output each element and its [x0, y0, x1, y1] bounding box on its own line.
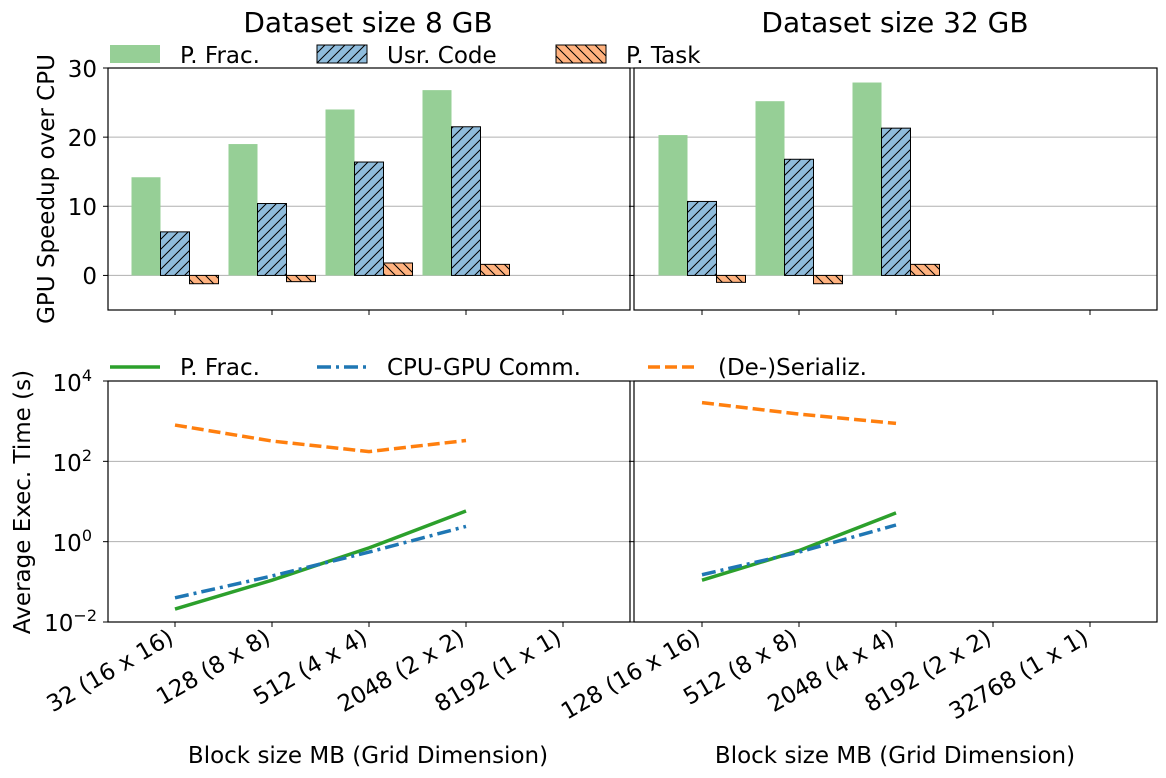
ylabel-top: GPU Speedup over CPU	[34, 54, 60, 324]
bar-usr-code	[687, 200, 717, 276]
bar-usr-code	[354, 161, 384, 276]
ytick-label: 20	[68, 126, 97, 152]
ytick-label: 10	[68, 195, 97, 221]
axes-frame	[107, 380, 631, 623]
ytick-label: 104	[53, 366, 92, 397]
bar-p-task	[716, 274, 746, 283]
bar-p-frac	[325, 109, 355, 276]
bar-p-frac	[131, 177, 161, 276]
bar-p-task	[189, 274, 219, 285]
title-left: Dataset size 8 GB	[243, 6, 492, 39]
bar-p-frac	[658, 135, 688, 276]
xtick-label: 32 (16 x 16)	[43, 625, 178, 718]
bar-usr-code	[784, 158, 814, 276]
bar-usr-code	[451, 126, 481, 276]
ytick-exp: 0	[82, 526, 92, 545]
ytick-exp: 2	[82, 446, 92, 465]
legend-line-label-serial: (De-)Serializ.	[718, 355, 867, 381]
axes-frame	[633, 380, 1158, 623]
bar-p-task	[910, 263, 940, 276]
line-cpu-gpu-comm	[701, 523, 897, 577]
legend-swatch-pfrac	[110, 45, 160, 63]
bar-p-frac	[422, 90, 452, 276]
ytick-label: 10−2	[44, 606, 97, 637]
ytick-base: 10	[53, 371, 82, 397]
legend-swatch-ptask	[555, 44, 607, 64]
bar-p-frac	[755, 101, 785, 276]
ylabel-bottom: Average Exec. Time (s)	[10, 370, 36, 634]
xlabel-left: Block size MB (Grid Dimension)	[188, 743, 548, 769]
panel-time-8gb	[103, 380, 631, 627]
ytick-labels-bottom: 10−2 100 102 104	[44, 366, 97, 637]
ytick-base: 10	[44, 611, 73, 637]
axes-frame	[633, 67, 1158, 311]
panel-speedup-8gb	[103, 67, 631, 315]
ytick-label: 30	[68, 57, 97, 83]
line-cpu-gpu-comm	[174, 524, 467, 600]
bottom-legend: P. Frac. CPU-GPU Comm. (De-)Serializ.	[110, 355, 867, 381]
panel-speedup-32gb	[629, 67, 1158, 315]
legend-label-ptask: P. Task	[626, 43, 701, 69]
line-de-serializ	[174, 423, 467, 454]
ytick-labels-top: 0 10 20 30	[68, 57, 97, 290]
bar-usr-code	[160, 231, 190, 276]
bar-p-frac	[228, 144, 258, 276]
ytick-label: 100	[53, 526, 92, 557]
bar-usr-code	[257, 203, 287, 276]
bar-p-task	[286, 274, 316, 283]
legend-label-pfrac: P. Frac.	[180, 43, 260, 69]
bar-p-task	[383, 262, 413, 276]
ytick-label: 0	[82, 264, 97, 290]
title-right: Dataset size 32 GB	[761, 6, 1028, 39]
legend-line-label-comm: CPU-GPU Comm.	[387, 355, 581, 381]
legend-swatch-usrcode	[316, 44, 368, 64]
ytick-exp: 4	[82, 366, 92, 385]
xlabel-right: Block size MB (Grid Dimension)	[715, 743, 1075, 769]
ytick-label: 102	[53, 446, 92, 477]
bar-p-task	[480, 263, 510, 276]
legend-label-usrcode: Usr. Code	[387, 43, 497, 69]
panel-time-32gb	[629, 380, 1158, 627]
ytick-base: 10	[53, 531, 82, 557]
line-p-frac	[701, 511, 897, 582]
top-legend: P. Frac. Usr. Code P. Task	[110, 43, 701, 69]
xtick-labels-left: 32 (16 x 16) 128 (8 x 8) 512 (4 x 4) 204…	[43, 625, 566, 718]
xtick-label: 128 (16 x 16)	[557, 625, 705, 725]
legend-line-label-pfrac: P. Frac.	[180, 355, 260, 381]
bar-p-frac	[852, 82, 882, 276]
xtick-labels-right: 128 (16 x 16) 512 (8 x 8) 2048 (4 x 4) 8…	[557, 625, 1093, 725]
line-de-serializ	[701, 400, 897, 426]
bar-usr-code	[881, 127, 911, 276]
axes-frame	[107, 67, 631, 311]
ytick-exp: −2	[73, 606, 97, 625]
ytick-base: 10	[53, 451, 82, 477]
bar-p-task	[813, 274, 843, 285]
line-p-frac	[174, 509, 467, 611]
